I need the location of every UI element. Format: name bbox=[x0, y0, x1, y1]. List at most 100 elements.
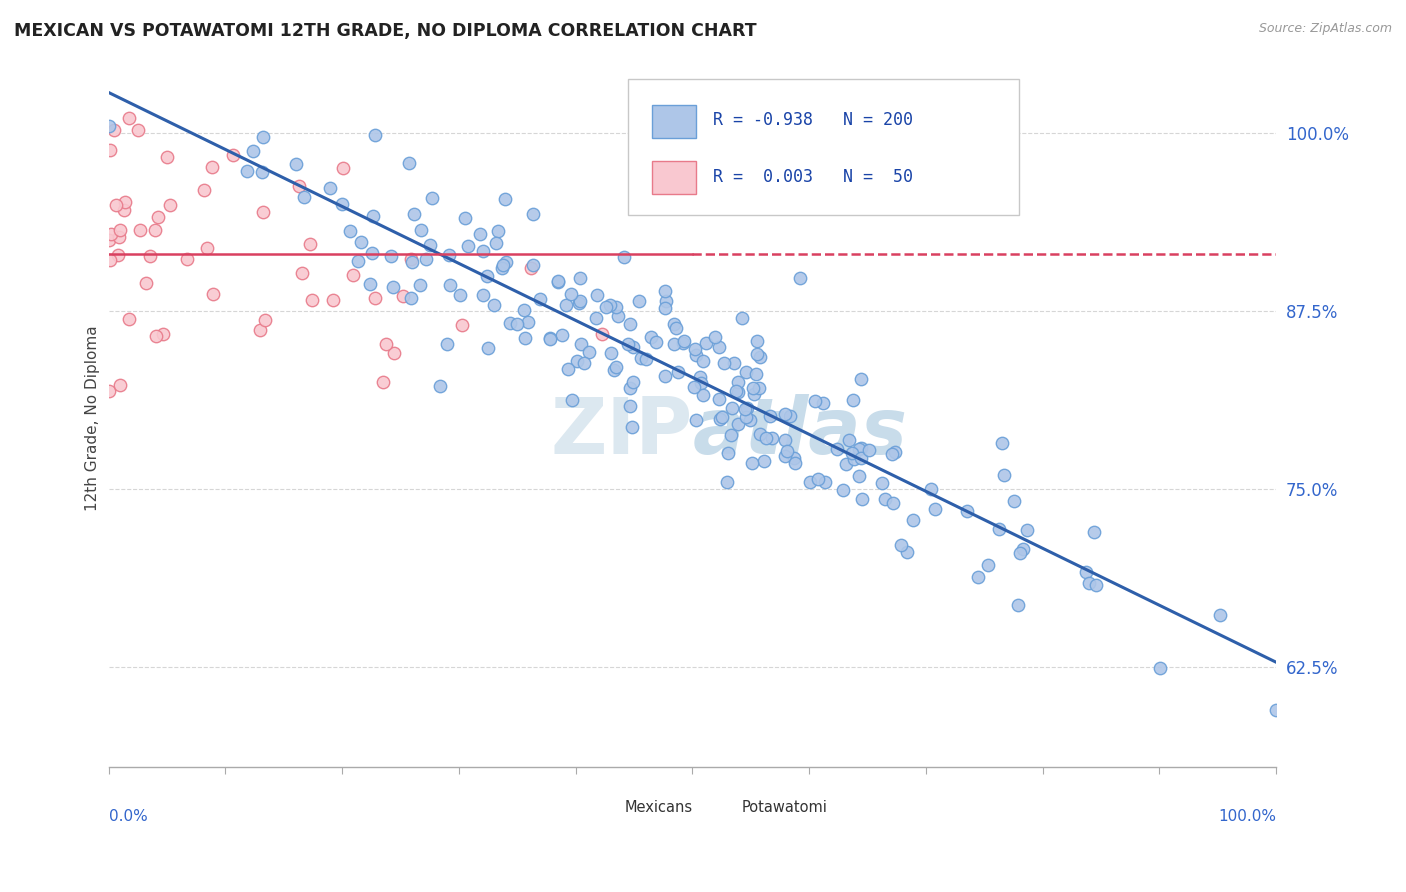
Point bbox=[640, 330, 662, 344]
Point bbox=[735, 410, 758, 425]
Point bbox=[491, 261, 513, 276]
Point bbox=[692, 354, 714, 368]
Point bbox=[152, 327, 174, 342]
Point bbox=[1076, 565, 1098, 579]
Point bbox=[176, 252, 198, 266]
Point bbox=[143, 223, 166, 237]
Point bbox=[683, 342, 706, 356]
Point bbox=[1265, 703, 1288, 717]
Point bbox=[683, 380, 706, 394]
Point bbox=[108, 230, 131, 244]
Point bbox=[568, 295, 591, 310]
Point bbox=[779, 409, 801, 423]
Point bbox=[838, 433, 860, 447]
Point bbox=[848, 442, 870, 456]
Point bbox=[977, 558, 1000, 572]
Point bbox=[398, 155, 420, 169]
Point bbox=[890, 539, 912, 553]
Point bbox=[654, 293, 676, 308]
Point bbox=[193, 183, 215, 197]
Point bbox=[492, 258, 515, 272]
Text: R = -0.938   N = 200: R = -0.938 N = 200 bbox=[713, 111, 914, 128]
Point bbox=[901, 512, 924, 526]
Point bbox=[755, 431, 778, 445]
Point bbox=[471, 288, 494, 302]
Point bbox=[381, 280, 404, 294]
Point bbox=[858, 443, 880, 458]
Point bbox=[495, 254, 517, 268]
Point bbox=[605, 360, 627, 375]
Point bbox=[547, 273, 569, 287]
Point bbox=[595, 300, 617, 314]
Text: ZIP: ZIP bbox=[550, 394, 692, 470]
Point bbox=[569, 293, 592, 308]
Point bbox=[741, 456, 763, 470]
Point bbox=[359, 277, 381, 291]
Point bbox=[1012, 541, 1035, 556]
Point bbox=[565, 353, 588, 368]
FancyBboxPatch shape bbox=[651, 105, 696, 138]
Point bbox=[725, 384, 748, 398]
Point bbox=[159, 197, 181, 211]
Point bbox=[382, 345, 405, 359]
Point bbox=[896, 545, 918, 559]
Point bbox=[415, 252, 437, 266]
Point bbox=[662, 337, 685, 351]
Point bbox=[727, 417, 749, 431]
Point bbox=[734, 401, 756, 416]
Point bbox=[1007, 598, 1029, 612]
Point bbox=[737, 401, 759, 416]
Point bbox=[630, 351, 652, 365]
Point bbox=[485, 235, 508, 250]
Point bbox=[332, 197, 354, 211]
Point bbox=[112, 202, 135, 217]
Point bbox=[451, 318, 474, 332]
Point bbox=[477, 341, 499, 355]
Point bbox=[568, 270, 591, 285]
Point bbox=[690, 376, 713, 390]
Point bbox=[621, 375, 644, 389]
Point bbox=[956, 503, 979, 517]
Point bbox=[619, 399, 641, 413]
Point bbox=[449, 288, 471, 302]
Point bbox=[339, 224, 361, 238]
Point bbox=[645, 335, 668, 350]
Point bbox=[742, 387, 765, 401]
Point bbox=[605, 300, 627, 314]
Point bbox=[882, 496, 904, 510]
Point bbox=[222, 148, 245, 162]
Point bbox=[409, 278, 432, 293]
Point bbox=[721, 401, 744, 415]
Point bbox=[1078, 576, 1101, 591]
Point bbox=[107, 248, 129, 262]
Point bbox=[749, 350, 772, 364]
Point bbox=[371, 375, 394, 389]
Point bbox=[127, 123, 149, 137]
FancyBboxPatch shape bbox=[593, 797, 619, 816]
Point bbox=[654, 301, 676, 315]
Point bbox=[420, 191, 443, 205]
Point bbox=[97, 233, 120, 247]
Point bbox=[749, 426, 772, 441]
Point bbox=[727, 375, 749, 389]
Point bbox=[745, 334, 768, 349]
Point bbox=[616, 337, 638, 351]
Point bbox=[654, 284, 676, 298]
Point bbox=[695, 336, 717, 351]
Point bbox=[135, 276, 157, 290]
Point bbox=[342, 268, 364, 282]
Point bbox=[804, 394, 827, 409]
Point bbox=[1015, 523, 1038, 537]
Point bbox=[807, 472, 830, 486]
Point bbox=[773, 433, 796, 447]
Text: 0.0%: 0.0% bbox=[108, 809, 148, 824]
Point bbox=[827, 442, 849, 456]
Point bbox=[284, 157, 307, 171]
Point bbox=[814, 475, 837, 490]
Point bbox=[202, 287, 225, 301]
Point bbox=[621, 340, 644, 354]
Point bbox=[319, 180, 342, 194]
Point bbox=[554, 298, 576, 312]
FancyBboxPatch shape bbox=[710, 797, 735, 816]
Point bbox=[572, 356, 595, 370]
